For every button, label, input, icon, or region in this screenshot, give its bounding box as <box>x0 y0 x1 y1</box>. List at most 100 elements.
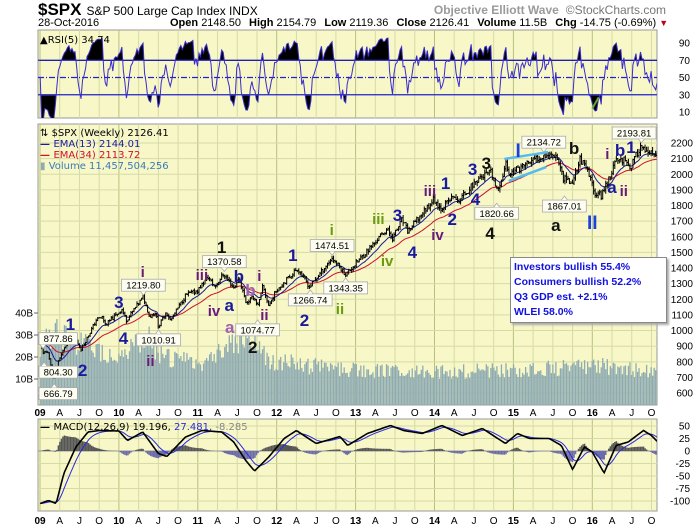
volume-bar <box>218 343 220 405</box>
volume-tick-label: 10B <box>15 375 33 386</box>
volume-bar <box>556 376 559 405</box>
volume-bar <box>590 367 592 405</box>
x-month-label: A <box>214 408 221 419</box>
macd-tick-label: -50 <box>676 472 691 483</box>
macd-histogram-bar <box>307 451 309 454</box>
macd-histogram-bar <box>452 451 454 453</box>
price-tick-label: 1200 <box>671 295 694 306</box>
macd-histogram-bar <box>441 449 444 451</box>
macd-histogram-bar <box>204 449 206 451</box>
rsi-panel <box>37 29 658 119</box>
volume-bar <box>370 374 373 405</box>
macd-histogram-bar <box>361 448 364 451</box>
macd-histogram-bar <box>264 447 267 451</box>
macd-histogram-bar <box>388 448 391 451</box>
annotations: 877.86804.30666.791219.801010.911370.581… <box>38 126 657 400</box>
macd-histogram-bar <box>608 448 610 451</box>
macd-histogram-bar <box>502 451 504 455</box>
volume-bar <box>568 371 571 405</box>
x-month-label: J <box>393 408 398 419</box>
volume-bar <box>558 375 560 405</box>
volume-bar <box>88 335 90 405</box>
volume-bar <box>580 362 583 405</box>
volume-bar <box>104 359 106 405</box>
macd-histogram-bar <box>308 451 311 454</box>
macd-histogram-bar <box>230 451 232 455</box>
macd-histogram-bar <box>403 451 406 453</box>
volume-bar <box>633 377 636 405</box>
volume-bar <box>410 377 412 405</box>
volume-bar <box>518 368 521 405</box>
volume-bar <box>56 319 58 405</box>
volume-bar <box>506 369 509 405</box>
wave-label: 2 <box>248 338 257 357</box>
x-month-label: O <box>95 408 103 419</box>
macd-histogram-bar <box>325 450 327 451</box>
volume-bar <box>290 354 292 405</box>
volume-bar <box>149 333 152 405</box>
macd-histogram-bar <box>341 451 344 453</box>
volume-bar <box>488 378 491 405</box>
volume-bar <box>487 366 489 405</box>
volume-bar <box>385 364 388 405</box>
volume-bar <box>322 367 324 405</box>
wave-label: iv <box>381 253 394 270</box>
volume-bar <box>635 363 637 405</box>
volume-bar <box>623 366 625 405</box>
macd-histogram-bar <box>225 451 228 454</box>
macd-histogram-bar <box>161 451 164 456</box>
macd-histogram-bar <box>402 451 404 453</box>
macd-histogram-bar <box>313 451 315 455</box>
volume-bar <box>629 362 631 405</box>
volume-bar <box>101 344 103 405</box>
volume-bar <box>609 366 611 405</box>
chart-date: 28-Oct-2016 <box>38 17 100 29</box>
macd-histogram-bar <box>369 448 371 451</box>
macd-histogram-bar <box>157 451 159 459</box>
macd-histogram-bar <box>426 450 429 451</box>
volume-bar <box>252 346 255 405</box>
macd-histogram-bar <box>66 436 69 451</box>
price-tag-label: 1074.77 <box>240 325 274 336</box>
low-quote: Low 2119.36 <box>324 17 389 29</box>
price-tag: 804.30 <box>38 361 78 379</box>
volume-bar <box>413 377 415 405</box>
volume-bar <box>343 367 345 405</box>
volume-bar <box>655 370 657 405</box>
macd-histogram-bar <box>598 451 601 459</box>
macd-histogram-bar <box>72 437 75 451</box>
volume-bar <box>521 372 524 405</box>
macd-histogram-bar <box>411 451 413 453</box>
volume-bar <box>193 368 196 405</box>
volume-bar <box>390 367 392 405</box>
price-tag-pointer <box>220 267 228 273</box>
macd-histogram-bar <box>462 451 465 453</box>
stockcharts-link[interactable]: ©StockCharts.com <box>565 3 666 17</box>
volume-tick-label: 40B <box>15 309 33 320</box>
price-tag-pointer <box>561 195 568 201</box>
macd-histogram-bar <box>146 451 149 455</box>
macd-histogram-bar <box>124 451 126 455</box>
volume-bar <box>255 350 258 405</box>
wave-label: b <box>569 139 579 158</box>
macd-histogram-bar <box>125 451 128 456</box>
volume-bar <box>326 366 329 405</box>
macd-tick-label: -75 <box>676 484 691 495</box>
price-tag-label: 1820.66 <box>480 209 514 220</box>
volume-bar <box>531 365 533 405</box>
volume-bar <box>532 362 534 405</box>
volume-bar <box>555 362 557 405</box>
macd-histogram-bar <box>529 451 531 453</box>
volume-bar <box>523 374 525 405</box>
macd-histogram-bar <box>198 448 200 451</box>
macd-histogram-bar <box>482 449 485 451</box>
x-year-label: 13 <box>350 516 362 527</box>
volume-bar <box>549 364 551 405</box>
macd-histogram-bar <box>87 443 90 451</box>
macd-histogram-bar <box>656 451 657 456</box>
volume-bar <box>335 366 338 405</box>
wave-label: 4 <box>485 224 495 243</box>
macd-histogram-bar <box>103 449 105 451</box>
macd-histogram-bar <box>273 444 276 451</box>
macd-histogram-bar <box>617 442 619 451</box>
